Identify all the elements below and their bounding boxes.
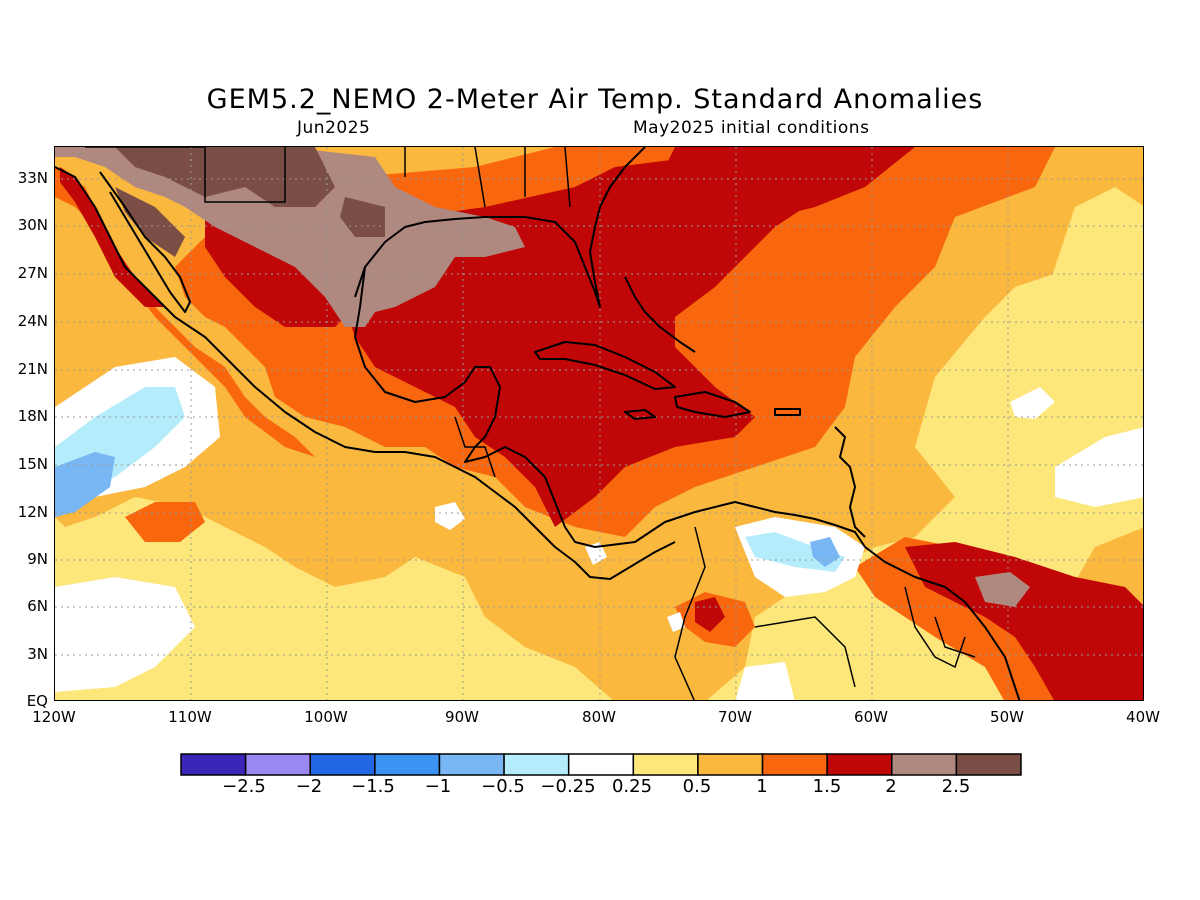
colorbar-label: 2.5: [941, 776, 971, 797]
colorbar-label: −0.5: [481, 776, 525, 797]
colorbar-swatch: [180, 753, 247, 776]
colorbar-label: 2: [885, 776, 897, 797]
lat-label: 9N: [27, 550, 48, 568]
colorbar-swatch: [697, 753, 764, 776]
anomaly-fill-brown-light-gulf: [355, 237, 455, 317]
anomaly-fill-white-amazon: [735, 662, 795, 700]
anomaly-fill-brown-dark-baja: [115, 187, 185, 257]
colorbar-label: 1.5: [812, 776, 842, 797]
colorbar: [180, 753, 1022, 776]
coastline-us-gulf: [354, 147, 646, 308]
colorbar-swatch: [503, 753, 570, 776]
anomaly-fill-brown-dark-texas: [225, 147, 335, 207]
lon-label: 40W: [1126, 708, 1160, 726]
anomaly-fill-dark-red-mexico-coast: [60, 167, 165, 307]
coastline-jamaica: [624, 409, 656, 420]
colorbar-label: −2.5: [222, 776, 266, 797]
anomaly-fill-dark-red-south-america: [905, 542, 1143, 700]
lat-label: EQ: [26, 692, 48, 710]
colorbar-swatch: [374, 753, 441, 776]
border-us-states: [404, 147, 571, 208]
coastline-cuba: [534, 341, 676, 390]
anomaly-fill-white-spot-east: [585, 542, 607, 565]
border-venezuela-colombia: [674, 526, 706, 700]
border-venezuela-brazil: [754, 616, 856, 688]
initial-conditions: May2025 initial conditions: [633, 118, 870, 138]
coastline-hispaniola: [674, 391, 751, 418]
colorbar-label: −0.25: [540, 776, 596, 797]
anomaly-fill-dark-red-venezuela: [695, 597, 725, 632]
colorbar-label: −1.5: [351, 776, 395, 797]
colorbar-swatch: [761, 753, 828, 776]
border-us-mexico: [85, 147, 286, 203]
lon-label: 50W: [990, 708, 1024, 726]
colorbar-label: 1: [756, 776, 768, 797]
lon-label: 80W: [582, 708, 616, 726]
coastlines: [55, 147, 1021, 700]
lat-label: 27N: [17, 264, 48, 282]
lat-label: 30N: [17, 216, 48, 234]
coastline-lesser-antilles: [834, 426, 866, 538]
colorbar-swatch: [891, 753, 958, 776]
anomaly-fill-white-pacific-south: [55, 577, 195, 692]
lat-label: 24N: [17, 312, 48, 330]
anomaly-fill-orange-pacific-blob: [125, 502, 205, 542]
lat-label: 12N: [17, 503, 48, 521]
lon-label: 90W: [445, 708, 479, 726]
colorbar-swatch: [438, 753, 505, 776]
anomaly-fill-white-east-small: [1010, 387, 1055, 419]
lon-label: 110W: [168, 708, 212, 726]
coastline-south-america: [594, 501, 1021, 700]
lat-label: 21N: [17, 360, 48, 378]
anomaly-fill-blue-pacific: [55, 452, 115, 517]
anomaly-fill-pale-atlantic-south: [955, 407, 1075, 527]
colorbar-swatch: [309, 753, 376, 776]
colorbar-label: 0.25: [611, 776, 653, 797]
colorbar-label: −1: [424, 776, 452, 797]
map-title: GEM5.2_NEMO 2-Meter Air Temp. Standard A…: [206, 84, 984, 115]
country-borders: [85, 147, 976, 700]
anomaly-fill-white-spot-mid: [667, 612, 685, 632]
border-central-america: [454, 416, 496, 478]
colorbar-swatch: [826, 753, 893, 776]
lat-label: 18N: [17, 407, 48, 425]
forecast-month: Jun2025: [297, 118, 371, 138]
coastline-bahamas: [624, 276, 696, 353]
lat-label: 33N: [17, 169, 48, 187]
anomaly-fill-brown-dark-south-texas: [340, 197, 385, 237]
anomaly-fill-brown-light-mexico-us: [55, 147, 525, 327]
lat-label: 15N: [17, 455, 48, 473]
lon-label: 120W: [32, 708, 76, 726]
anomaly-map: [54, 146, 1144, 701]
colorbar-label: −2: [295, 776, 323, 797]
anomaly-fill-brown-light-atlantic: [975, 572, 1030, 607]
anomaly-fill-brown-dark-north-mexico: [115, 147, 255, 197]
coastline-mexico-pacific: [55, 166, 676, 580]
lon-label: 100W: [304, 708, 348, 726]
anomaly-fill-dark-red-atlantic: [655, 147, 915, 227]
colorbar-swatch: [567, 753, 635, 776]
border-suriname: [934, 616, 976, 658]
anomaly-map-svg: [55, 147, 1143, 700]
lat-label: 3N: [27, 645, 48, 663]
lat-label: 6N: [27, 597, 48, 615]
lon-label: 60W: [854, 708, 888, 726]
colorbar-label: 0.5: [682, 776, 712, 797]
colorbar-swatch: [632, 753, 699, 776]
lon-label: 70W: [718, 708, 752, 726]
colorbar-swatch: [244, 753, 311, 776]
anomaly-fill-white-spot-west: [435, 502, 465, 530]
coastline-baja: [99, 171, 191, 313]
colorbar-swatch: [955, 753, 1022, 776]
anomaly-fill-white-east: [1055, 427, 1143, 507]
coastline-mexico-gulf: [354, 266, 596, 548]
border-guyana: [904, 586, 966, 669]
coastline-puerto-rico: [774, 408, 801, 416]
